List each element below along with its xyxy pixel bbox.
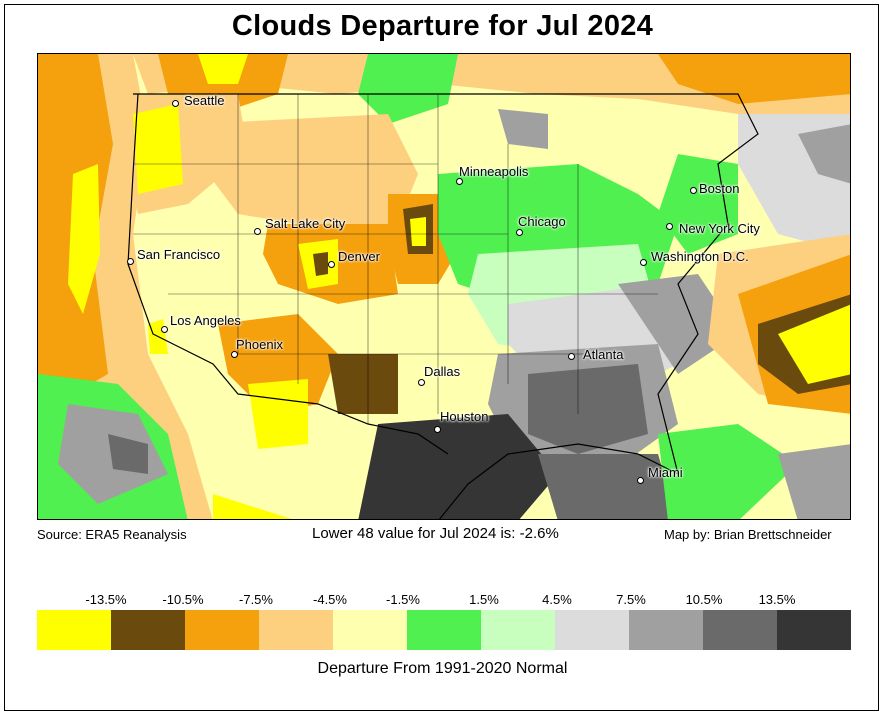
legend-tick: 4.5% [542, 592, 572, 607]
city-label-atlanta: Atlanta [583, 347, 624, 362]
city-label-boston: Boston [699, 181, 740, 196]
caribbean-gray [778, 444, 850, 519]
legend-tick: -1.5% [386, 592, 420, 607]
legend-tick: 13.5% [758, 592, 796, 607]
city-label-dallas: Dallas [424, 364, 461, 379]
city-dot-denver [328, 261, 335, 268]
gulf-darkgray [538, 454, 678, 519]
map-panel: Seattle San Francisco Los Angeles Phoeni… [37, 53, 851, 520]
legend-swatch [333, 610, 407, 650]
pacific-yellow [68, 164, 100, 314]
legend-swatch [629, 610, 703, 650]
figure-frame [4, 4, 879, 711]
legend-tick: 7.5% [616, 592, 646, 607]
legend-tick: -4.5% [313, 592, 347, 607]
city-dot-boston [690, 187, 697, 194]
pacific-darkgray [108, 434, 148, 474]
legend-swatch [555, 610, 629, 650]
city-label-phoenix: Phoenix [236, 337, 283, 352]
legend-tick: 1.5% [469, 592, 499, 607]
legend-tick: -10.5% [162, 592, 204, 607]
city-dot-los-angeles [161, 326, 168, 333]
nebraska-yellow [410, 217, 426, 246]
carolina-gray [618, 274, 738, 374]
city-label-houston: Houston [440, 409, 489, 424]
city-dot-minneapolis [456, 178, 463, 185]
legend-swatch [185, 610, 259, 650]
legend-swatch [407, 610, 481, 650]
city-dot-washington-dc [640, 259, 647, 266]
color-legend [37, 610, 851, 650]
city-label-miami: Miami [648, 465, 683, 480]
map-title: Clouds Departure for Jul 2024 [231, 10, 654, 42]
city-dot-seattle [172, 100, 179, 107]
city-dot-miami [637, 477, 644, 484]
city-label-seattle: Seattle [184, 93, 225, 108]
superior-gray [498, 109, 548, 149]
atlantic-yellow [778, 304, 850, 384]
city-label-salt-lake-city: Salt Lake City [265, 216, 346, 231]
city-label-denver: Denver [338, 249, 380, 264]
florida-green [658, 424, 798, 519]
legend-tick: 10.5% [685, 592, 723, 607]
city-label-san-francisco: San Francisco [137, 247, 221, 262]
atlantic-darkgray [798, 124, 850, 184]
summary-value: Lower 48 value for Jul 2024 is: -2.6% [312, 525, 559, 542]
city-label-washington-dc: Washington D.C. [651, 249, 749, 264]
source-note: Source: ERA5 Reanalysis [37, 527, 187, 542]
nm-brown [328, 354, 398, 414]
quebec-orange [658, 54, 850, 104]
city-label-chicago: Chicago [518, 214, 566, 229]
utah-brown [313, 252, 328, 276]
legend-tick: -13.5% [85, 592, 127, 607]
northeast-green [658, 154, 738, 254]
legend-swatch [481, 610, 555, 650]
map-credit: Map by: Brian Brettschneider [664, 527, 832, 542]
legend-swatch [777, 610, 851, 650]
departure-map-graphic [38, 54, 850, 519]
city-dot-chicago [516, 229, 523, 236]
city-label-los-angeles: Los Angeles [170, 313, 241, 328]
legend-swatch [259, 610, 333, 650]
city-dot-phoenix [231, 351, 238, 358]
legend-tick: -7.5% [239, 592, 273, 607]
city-dot-salt-lake-city [254, 228, 261, 235]
legend-swatch [703, 610, 777, 650]
state-lines [133, 94, 658, 424]
city-dot-houston [434, 426, 441, 433]
gulf-states-darkgray [528, 364, 648, 454]
bc-yellow [198, 54, 248, 84]
texas-gulf-black [358, 414, 558, 519]
canada-green [358, 54, 458, 124]
interior-west-tan [198, 114, 418, 224]
city-label-minneapolis: Minneapolis [459, 164, 529, 179]
legend-caption: Departure From 1991-2020 Normal [317, 660, 568, 677]
legend-swatch [111, 610, 185, 650]
city-dot-atlanta [568, 353, 575, 360]
city-dot-dallas [418, 379, 425, 386]
sonora-yellow [248, 379, 308, 449]
city-label-new-york-city: New York City [679, 221, 760, 236]
baja-yellow [213, 494, 292, 519]
border-outline [127, 93, 759, 519]
city-dot-new-york-city [666, 223, 673, 230]
wa-coast-yellow [133, 104, 183, 194]
legend-swatch [37, 610, 111, 650]
city-dot-san-francisco [127, 258, 134, 265]
